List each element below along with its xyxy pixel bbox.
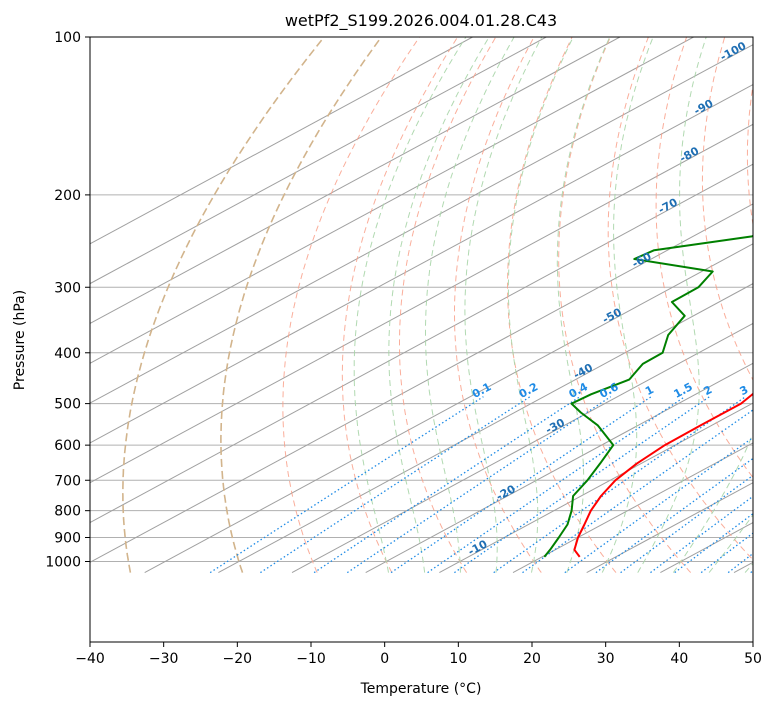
axis-ticks: −40 −30 −20 −10 0 10 20 30 40 50 100 200 300 400 500 60…	[45, 30, 762, 667]
moist-adiabat-line	[672, 432, 753, 573]
mixing-ratio-label: 0.1	[470, 380, 493, 401]
x-tick-label: 40	[670, 651, 688, 667]
dry-adiabat-line	[746, 81, 753, 228]
y-tick-label: 200	[54, 188, 81, 204]
mixing-ratio-label: 3	[738, 383, 751, 398]
isotherm-label: -80	[677, 144, 701, 165]
mixing-ratio-label: 1	[643, 383, 656, 398]
dry-adiabat-line	[558, 37, 692, 573]
isotherm-label: -70	[656, 196, 680, 217]
mixing-ratio-line	[674, 512, 753, 574]
mixing-ratio-label: 0.2	[517, 380, 540, 401]
moist-adiabat-line	[507, 37, 574, 573]
mixing-ratio-label: 4	[764, 383, 775, 398]
moist-adiabat-line	[388, 37, 490, 573]
isotherm-line	[365, 362, 753, 574]
isotherm-line	[144, 243, 753, 574]
isotherm-line	[291, 322, 753, 574]
isotherm-label: -40	[571, 361, 595, 382]
isotherm-label: -30	[543, 416, 567, 437]
tan-reference-curve	[121, 37, 325, 573]
y-tick-label: 1000	[45, 555, 81, 571]
chart-title: wetPf2_S199.2026.004.01.28.C43	[285, 11, 557, 31]
dry-adiabat-line	[341, 37, 459, 573]
mixing-ratio-line	[454, 396, 710, 574]
isotherm-line	[90, 163, 753, 524]
x-tick-label: −30	[149, 651, 179, 667]
isotherm-label: -20	[494, 482, 518, 503]
isotherm-line	[90, 203, 753, 563]
moist-adiabat-line	[601, 37, 654, 573]
isotherm-line	[90, 83, 753, 444]
x-axis-label: Temperature (°C)	[360, 681, 482, 697]
mixing-ratio-line	[750, 569, 753, 574]
isotherm-line	[90, 37, 694, 364]
x-tick-label: 30	[597, 651, 615, 667]
y-tick-label: 500	[54, 397, 81, 413]
moist-adiabat-line	[744, 562, 753, 573]
temperature-trace	[573, 392, 753, 558]
isotherm-label: -100	[718, 39, 749, 64]
x-tick-label: −10	[296, 651, 326, 667]
y-tick-label: 400	[54, 346, 81, 362]
moist-adiabat-line	[353, 37, 467, 573]
mixing-ratio-line	[650, 495, 753, 574]
isotherm-line	[90, 37, 621, 325]
isotherm-line	[586, 482, 753, 574]
isotherm-line	[90, 123, 753, 484]
isotherm-line	[90, 37, 547, 285]
mixing-ratio-line	[595, 457, 753, 574]
y-tick-label: 700	[54, 473, 81, 489]
dry-adiabat-line	[655, 37, 753, 479]
moist-adiabat-line	[708, 514, 753, 573]
moist-adiabat-line	[556, 37, 611, 573]
isotherm-line	[660, 521, 753, 574]
x-tick-label: 10	[449, 651, 467, 667]
isotherm-label: -10	[466, 537, 490, 558]
dry-adiabat-line	[454, 37, 542, 573]
dry-adiabat-line	[282, 37, 420, 573]
y-tick-label: 900	[54, 531, 81, 547]
isotherm-line	[733, 561, 753, 574]
isotherm-line	[90, 44, 753, 404]
tan-reference-curve	[220, 37, 382, 573]
data-layer	[543, 234, 753, 558]
isotherm-line	[218, 283, 753, 574]
mixing-ratio-line	[564, 436, 753, 574]
isotherm-label: -90	[692, 97, 716, 118]
mixing-ratio-line	[313, 396, 581, 574]
mixing-ratio-line	[522, 409, 753, 574]
mixing-ratio-line	[700, 532, 753, 574]
mixing-ratio-label: 1.5	[672, 380, 695, 401]
isotherm-line	[90, 37, 473, 245]
dewpoint-trace	[543, 234, 753, 558]
y-axis-label: Pressure (hPa)	[12, 290, 28, 390]
x-tick-label: 50	[744, 651, 762, 667]
x-tick-label: −20	[223, 651, 253, 667]
plot-frame	[89, 36, 754, 643]
mixing-ratio-line	[346, 396, 612, 574]
mixing-ratio-line	[260, 396, 531, 574]
moist-adiabat-line	[425, 37, 515, 573]
x-tick-label: 0	[380, 651, 389, 667]
y-tick-label: 600	[54, 438, 81, 454]
isotherm-label: -50	[600, 305, 624, 326]
mixing-ratio-line	[620, 474, 753, 574]
grid-layer	[90, 37, 753, 574]
x-tick-label: 20	[523, 651, 541, 667]
y-tick-label: 100	[54, 30, 81, 46]
moist-adiabat-line	[464, 37, 543, 573]
x-tick-label: −40	[75, 651, 105, 667]
y-tick-label: 800	[54, 504, 81, 520]
isotherm-line	[512, 442, 753, 574]
y-tick-label: 300	[54, 280, 81, 296]
isotherm-line	[439, 402, 753, 574]
moist-adiabat-line	[637, 37, 707, 573]
dry-adiabat-line	[607, 37, 753, 561]
mixing-ratio-line	[493, 396, 746, 574]
dry-adiabat-line	[399, 37, 497, 573]
mixing-ratio-label: 0.4	[567, 380, 591, 401]
dry-adiabat-line	[506, 37, 617, 573]
